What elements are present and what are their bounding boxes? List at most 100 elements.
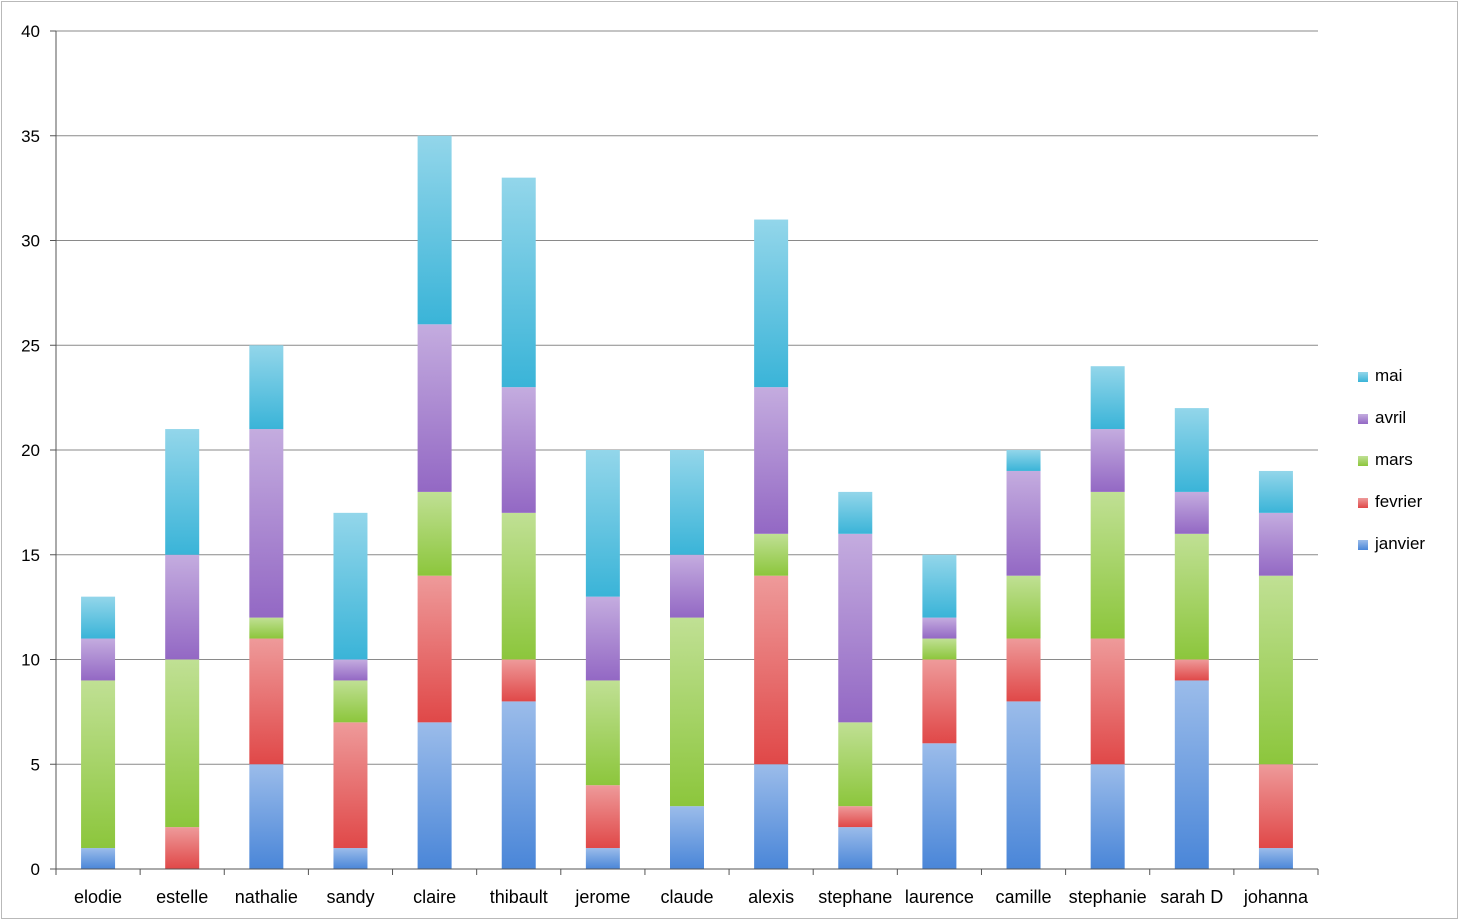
bar-laurence-fevrier xyxy=(922,659,957,744)
x-tick-label-sarah-d: sarah D xyxy=(1160,887,1223,907)
bar-stephane-avril xyxy=(838,533,873,723)
bar-stephane-janvier xyxy=(838,827,873,869)
bar-claude-mars xyxy=(670,617,704,807)
bar-stephane-mars xyxy=(838,722,873,807)
bar-stephanie-janvier xyxy=(1090,764,1125,869)
bar-jerome-avril xyxy=(585,596,620,681)
bar-camille-mars xyxy=(1006,575,1041,639)
x-tick-label-stephane: stephane xyxy=(818,887,892,907)
bar-estelle-mai xyxy=(165,429,200,555)
legend-label-janvier: janvier xyxy=(1374,534,1425,553)
y-tick-label: 15 xyxy=(21,546,40,565)
bar-jerome-fevrier xyxy=(585,785,620,849)
bar-stephane-fevrier xyxy=(838,806,873,828)
bar-stephanie-fevrier xyxy=(1090,638,1125,765)
bar-nathalie-avril xyxy=(249,429,284,618)
bar-nathalie-janvier xyxy=(249,764,284,869)
bar-alexis-fevrier xyxy=(754,575,789,765)
bar-claude-avril xyxy=(670,554,704,618)
x-tick-label-thibault: thibault xyxy=(490,887,548,907)
legend-swatch-avril xyxy=(1358,414,1368,424)
bar-alexis-avril xyxy=(754,387,789,534)
y-tick-label: 40 xyxy=(21,22,40,41)
y-tick-label: 0 xyxy=(31,860,40,879)
bar-jerome-mai xyxy=(585,450,620,597)
bar-johanna-avril xyxy=(1258,512,1293,576)
legend-label-mai: mai xyxy=(1375,366,1402,385)
legend-label-avril: avril xyxy=(1375,408,1406,427)
bar-laurence-mars xyxy=(922,638,957,660)
bar-laurence-mai xyxy=(922,554,957,618)
bar-claude-mai xyxy=(670,450,704,555)
bar-camille-janvier xyxy=(1006,701,1041,869)
bar-thibault-mai xyxy=(501,177,536,388)
bar-estelle-fevrier xyxy=(165,827,200,869)
bar-sarah-d-avril xyxy=(1174,491,1209,534)
x-tick-label-estelle: estelle xyxy=(156,887,208,907)
bar-camille-fevrier xyxy=(1006,638,1041,702)
bar-claire-mai xyxy=(417,135,452,325)
x-tick-label-jerome: jerome xyxy=(574,887,630,907)
bar-thibault-mars xyxy=(501,512,536,660)
legend-label-fevrier: fevrier xyxy=(1375,492,1423,511)
x-tick-label-sandy: sandy xyxy=(326,887,374,907)
bar-johanna-janvier xyxy=(1258,848,1293,869)
bar-stephanie-avril xyxy=(1090,429,1125,492)
bar-estelle-mars xyxy=(165,659,200,828)
bar-claire-avril xyxy=(417,324,452,492)
legend-swatch-mars xyxy=(1358,456,1368,466)
legend-swatch-janvier xyxy=(1358,540,1368,550)
bar-jerome-mars xyxy=(585,680,620,786)
bar-stephanie-mars xyxy=(1090,491,1125,639)
x-tick-label-camille: camille xyxy=(996,887,1052,907)
bar-sandy-fevrier xyxy=(333,722,368,849)
bar-stephanie-mai xyxy=(1090,366,1125,430)
y-tick-label: 20 xyxy=(21,441,40,460)
bar-sandy-mai xyxy=(333,512,368,660)
x-tick-label-laurence: laurence xyxy=(905,887,974,907)
bar-laurence-janvier xyxy=(922,743,957,869)
bar-johanna-mai xyxy=(1258,470,1293,513)
x-tick-label-nathalie: nathalie xyxy=(235,887,298,907)
bar-sarah-d-mars xyxy=(1174,533,1209,660)
x-tick-label-claire: claire xyxy=(413,887,456,907)
x-tick-label-alexis: alexis xyxy=(748,887,794,907)
bar-sandy-avril xyxy=(333,659,368,681)
bar-camille-avril xyxy=(1006,470,1041,576)
bar-sarah-d-janvier xyxy=(1174,680,1209,869)
bar-nathalie-fevrier xyxy=(249,638,284,765)
x-axis-ticks: elodie estelle nathalie sandy claire thibault… xyxy=(55,869,1319,907)
bar-sandy-mars xyxy=(333,680,368,723)
legend-swatch-mai xyxy=(1358,372,1368,382)
y-axis-ticks: 0 5 10 15 20 25 30 35 40 xyxy=(21,22,56,879)
bar-sarah-d-fevrier xyxy=(1174,659,1209,681)
bar-alexis-janvier xyxy=(754,764,789,869)
bar-jerome-janvier xyxy=(585,848,620,869)
legend-label-mars: mars xyxy=(1375,450,1413,469)
bar-johanna-mars xyxy=(1258,575,1293,765)
bar-sandy-janvier xyxy=(333,848,368,869)
bar-thibault-janvier xyxy=(501,701,536,869)
y-tick-label: 25 xyxy=(21,336,40,355)
legend-swatch-fevrier xyxy=(1358,498,1368,508)
bar-thibault-fevrier xyxy=(501,659,536,702)
bar-claude-janvier xyxy=(670,806,704,869)
y-tick-label: 30 xyxy=(21,232,40,251)
bar-johanna-fevrier xyxy=(1258,764,1293,849)
bar-thibault-avril xyxy=(501,387,536,513)
bar-estelle-avril xyxy=(165,554,200,660)
bar-laurence-avril xyxy=(922,617,957,639)
legend: mai avril mars fevrier janvier xyxy=(1358,366,1425,553)
x-tick-label-elodie: elodie xyxy=(74,887,122,907)
bar-alexis-mai xyxy=(754,219,789,388)
bar-elodie-avril xyxy=(81,638,116,681)
y-tick-label: 10 xyxy=(21,651,40,670)
bar-elodie-mars xyxy=(81,680,116,849)
bar-nathalie-mars xyxy=(249,617,284,639)
bar-elodie-janvier xyxy=(81,848,116,869)
x-tick-label-johanna: johanna xyxy=(1243,887,1309,907)
bar-claire-janvier xyxy=(417,722,452,869)
bar-elodie-mai xyxy=(81,596,116,639)
bar-nathalie-mai xyxy=(249,345,284,430)
